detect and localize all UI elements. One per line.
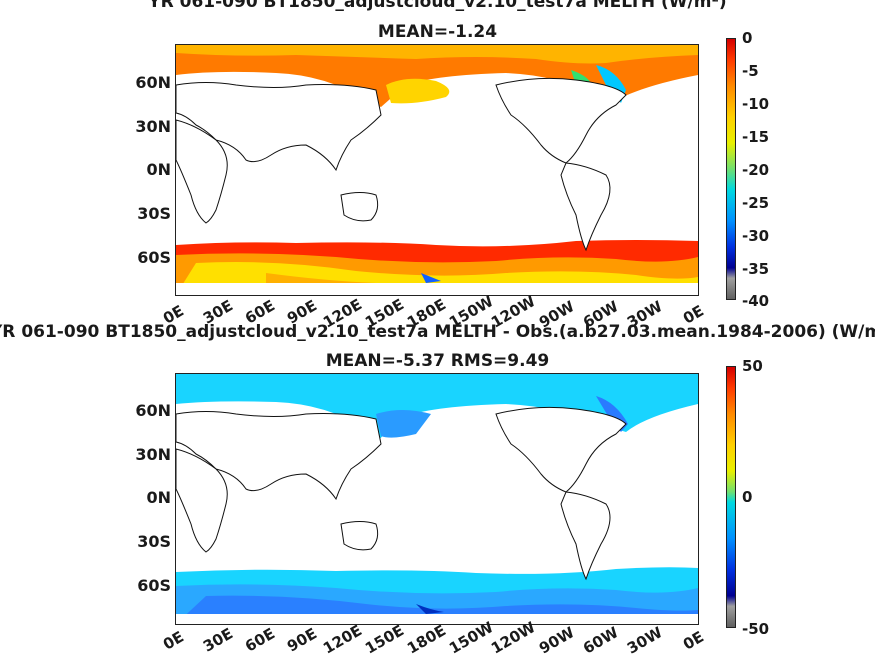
top-map: [175, 44, 699, 296]
bottom-ylabel-60n: 60N: [135, 401, 171, 420]
bottom-arctic-field: [176, 374, 698, 442]
bottom-colorbar-tick: -50: [742, 620, 770, 638]
top-ylabel-30n: 30N: [135, 117, 171, 136]
bottom-title-line1: YR 061-090 BT1850_adjustcloud_v2.10_test…: [0, 322, 875, 342]
bottom-xlabel: 60E: [242, 624, 278, 656]
top-title-line1: YR 061-090 BT1850_adjustcloud_v2.10_test…: [148, 0, 727, 12]
top-continent-north-america: [495, 77, 627, 164]
bottom-continent-south-america: [560, 491, 611, 581]
top-colorbar-tick: -25: [742, 194, 770, 212]
top-colorbar-tick: -35: [742, 260, 770, 278]
bottom-xlabel: 0E: [160, 627, 187, 654]
top-colorbar-tick: -40: [742, 292, 770, 310]
top-colorbar-tick: 0: [742, 29, 753, 47]
bottom-colorbar: [726, 366, 736, 628]
top-ylabel-60n: 60N: [135, 73, 171, 92]
top-colorbar-tick: -20: [742, 161, 770, 179]
bottom-ylabel-60s: 60S: [137, 576, 171, 595]
bottom-xlabel: 90W: [536, 623, 578, 658]
top-colorbar-tick: -15: [742, 128, 770, 146]
bottom-ylabel-30s: 30S: [137, 532, 171, 551]
bottom-ylabel-30n: 30N: [135, 445, 171, 464]
bottom-continent-africa: [176, 448, 228, 553]
bottom-continent-australia: [340, 521, 379, 551]
bottom-xlabel: 30E: [200, 624, 236, 656]
bottom-continent-north-america: [495, 406, 627, 493]
top-colorbar-tick: -10: [742, 95, 770, 113]
top-ylabel-0n: 0N: [146, 160, 171, 179]
bottom-xlabel: 150E: [362, 621, 407, 658]
bottom-colorbar-tick: 0: [742, 488, 753, 506]
top-ylabel-30s: 30S: [137, 204, 171, 223]
bottom-xlabel: 60W: [580, 623, 622, 658]
bottom-xlabel: 180E: [404, 621, 449, 658]
top-continent-africa: [176, 119, 228, 224]
top-title-line2: MEAN=-1.24: [377, 22, 498, 42]
top-continent-australia: [340, 192, 379, 222]
top-colorbar-tick: -5: [742, 62, 759, 80]
bottom-xlabel: 0E: [680, 627, 707, 654]
bottom-colorbar-tick: 50: [742, 357, 763, 375]
bottom-xlabel: 30W: [624, 623, 666, 658]
bottom-title-line2: MEAN=-5.37 RMS=9.49: [325, 351, 550, 371]
top-ylabel-60s: 60S: [137, 248, 171, 267]
top-colorbar: [726, 38, 736, 300]
bottom-xlabel: 120E: [320, 621, 365, 658]
bottom-ylabel-0n: 0N: [146, 488, 171, 507]
bottom-map: [175, 373, 699, 625]
top-continent-south-america: [560, 162, 611, 252]
bottom-xlabel: 90E: [284, 624, 320, 656]
top-colorbar-tick: -30: [742, 227, 770, 245]
